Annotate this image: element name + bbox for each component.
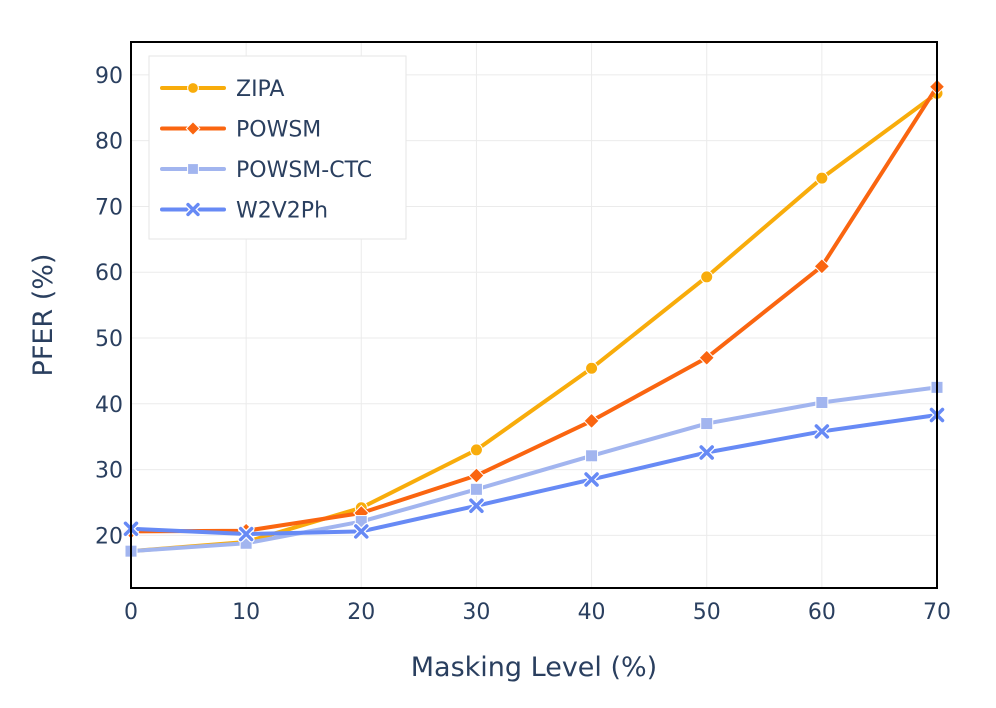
x-tick-label: 50 <box>693 600 721 625</box>
data-point-w2v2ph-stroke <box>584 472 599 487</box>
y-axis-title: PFER (%) <box>28 254 59 377</box>
legend: ZIPA POWSM POWSM-CTC W2V2Ph <box>148 55 407 240</box>
plot-frame <box>130 41 938 589</box>
legend-marker-w2v2ph-stroke <box>186 202 200 217</box>
data-point-w2v2ph <box>698 443 716 461</box>
legend-marker-zipa <box>187 82 199 94</box>
data-point-w2v2ph-stroke <box>699 445 714 460</box>
x-tick-label: 40 <box>578 600 606 625</box>
data-point-w2v2ph-stroke <box>354 524 369 539</box>
data-point-powsm-ctc <box>585 449 599 463</box>
y-tick-label: 20 <box>95 524 123 549</box>
x-tick-label: 0 <box>124 600 138 625</box>
series-line-powsm-ctc <box>129 385 939 554</box>
x-tick-label: 60 <box>808 600 836 625</box>
y-tick-label: 80 <box>95 130 123 155</box>
data-point-w2v2ph <box>813 422 831 440</box>
y-tick-label: 30 <box>95 459 123 484</box>
data-point-w2v2ph <box>467 497 485 515</box>
legend-label-powsm-ctc: POWSM-CTC <box>236 158 372 183</box>
legend-marker-w2v2ph <box>185 201 201 218</box>
legend-label-powsm: POWSM <box>236 118 321 143</box>
data-point-powsm <box>698 349 715 366</box>
legend-label-zipa: ZIPA <box>236 77 284 102</box>
data-point-w2v2ph-stroke <box>238 526 254 542</box>
legend-marker-powsm <box>185 121 201 136</box>
series-line-w2v2ph <box>129 412 939 537</box>
data-point-w2v2ph-stroke <box>469 498 484 514</box>
data-point-zipa <box>469 443 483 457</box>
data-point-w2v2ph-stroke <box>814 424 830 439</box>
data-point-powsm <box>813 258 831 275</box>
x-tick-label: 10 <box>232 600 260 625</box>
x-tick-label: 70 <box>923 600 951 625</box>
x-tick-label: 30 <box>462 600 490 625</box>
series-line-powsm <box>129 84 939 534</box>
tick-labels: 0 10 20 30 40 50 60 70 20 30 40 50 60 70 80 90 <box>95 64 951 625</box>
data-point-powsm-ctc <box>469 482 483 496</box>
y-tick-label: 70 <box>95 195 123 220</box>
legend-label-w2v2ph: W2V2Ph <box>236 199 328 224</box>
data-point-w2v2ph <box>237 525 255 543</box>
y-tick-label: 90 <box>95 64 123 89</box>
data-point-zipa <box>815 171 829 185</box>
legend-marker-powsm-ctc <box>187 163 199 175</box>
series-line-zipa <box>129 91 939 554</box>
y-tick-label: 50 <box>95 327 123 352</box>
data-point-zipa <box>700 270 714 284</box>
x-tick-label: 20 <box>347 600 375 625</box>
data-point-powsm <box>583 412 600 430</box>
data-point-w2v2ph <box>352 522 370 540</box>
x-axis-title: Masking Level (%) <box>411 652 657 683</box>
y-tick-label: 40 <box>95 393 123 418</box>
data-point-powsm-ctc <box>815 395 829 409</box>
data-point-powsm-ctc <box>700 417 714 431</box>
data-point-w2v2ph <box>583 470 601 488</box>
data-point-zipa <box>585 361 599 375</box>
y-tick-label: 60 <box>95 261 123 286</box>
